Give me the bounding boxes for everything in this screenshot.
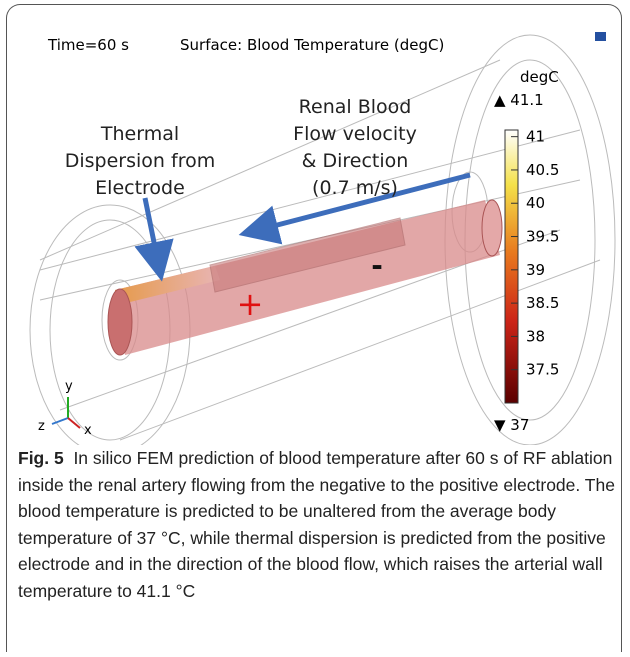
axis-y: y — [65, 379, 73, 394]
caption-label: Fig. 5 — [18, 448, 64, 468]
flow-annotation: & Direction — [302, 150, 409, 172]
colorbar-max: ▲ 41.1 — [494, 91, 544, 109]
axis-z: z — [38, 419, 45, 434]
colorbar-tick-label: 41 — [526, 128, 545, 146]
caption-text: In silico FEM prediction of blood temper… — [18, 448, 615, 601]
flow-annotation: (0.7 m/s) — [312, 177, 398, 199]
simulation-figure: Time=60 s Surface: Blood Temperature (deg… — [0, 0, 630, 445]
page: Time=60 s Surface: Blood Temperature (deg… — [0, 0, 630, 657]
colorbar-tick-label: 39 — [526, 261, 545, 279]
flow-annotation: Renal Blood — [299, 96, 412, 118]
colorbar-tick-label: 40 — [526, 194, 545, 212]
flow-annotation: Flow velocity — [293, 123, 417, 145]
axis-triad — [52, 397, 80, 428]
artery-cylinder — [108, 200, 502, 355]
time-label: Time=60 s — [47, 36, 129, 54]
thermal-annotation: Thermal — [100, 123, 179, 145]
colorbar-tick-label: 38 — [526, 327, 545, 345]
positive-electrode: + — [237, 285, 264, 323]
surface-label: Surface: Blood Temperature (degC) — [180, 36, 444, 54]
app-icon — [595, 32, 606, 41]
thermal-annotation: Electrode — [95, 177, 185, 199]
negative-electrode: - — [371, 249, 383, 282]
caption: Fig. 5 In silico FEM prediction of blood… — [18, 445, 618, 604]
colorbar-tick-label: 38.5 — [526, 294, 559, 312]
axis-x: x — [84, 423, 92, 438]
colorbar-unit: degC — [520, 68, 559, 86]
colorbar-tick-label: 37.5 — [526, 361, 559, 379]
colorbar-min: ▼ 37 — [494, 416, 529, 434]
colorbar-tick-label: 39.5 — [526, 228, 559, 246]
colorbar-tick-label: 40.5 — [526, 161, 559, 179]
colorbar — [505, 130, 518, 403]
thermal-annotation: Dispersion from — [65, 150, 215, 172]
